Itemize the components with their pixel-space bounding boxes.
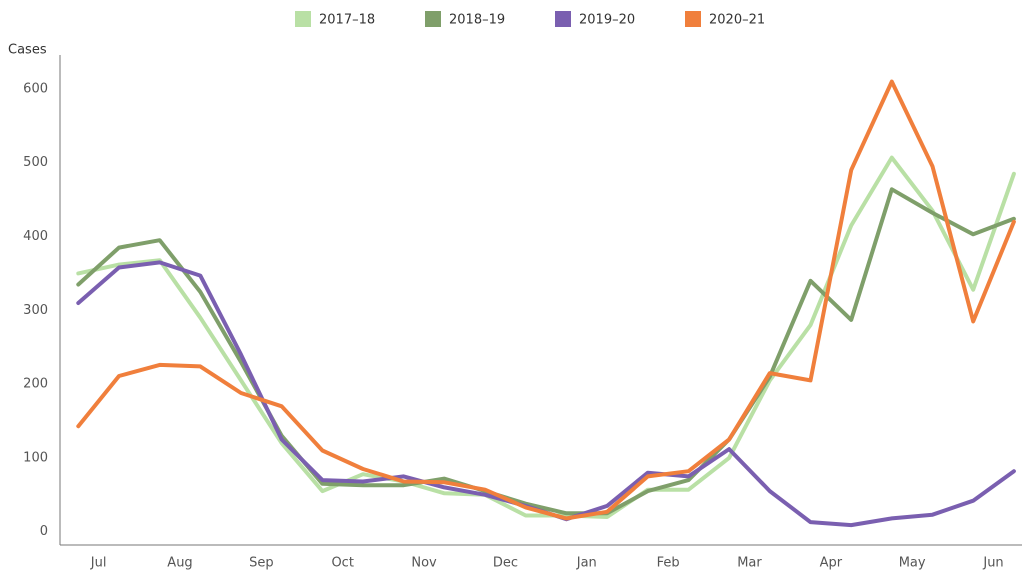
legend-swatch [685,11,701,27]
y-tick-label: 400 [23,229,48,244]
x-tick-label: Apr [820,556,843,571]
legend-swatch [555,11,571,27]
x-tick-label: May [899,556,926,571]
x-tick-label: Feb [657,556,680,571]
x-tick-label: Aug [167,556,192,571]
x-tick-label: Nov [411,556,437,571]
series-line [76,79,1016,521]
y-tick-label: 300 [23,303,48,318]
y-tick-label: 600 [23,81,48,96]
y-tick-label: 100 [23,450,48,465]
series-line [76,260,1016,528]
legend-label: 2019–20 [579,13,635,28]
legend-label: 2020–21 [709,13,765,28]
y-tick-label: 0 [40,524,48,539]
legend-label: 2017–18 [319,13,375,28]
x-tick-label: Jul [90,556,107,571]
x-tick-label: Jan [576,556,597,571]
legend-swatch [425,11,441,27]
x-tick-label: Oct [331,556,353,571]
y-axis-label: Cases [8,43,47,58]
series-line [76,155,1016,519]
x-tick-label: Mar [737,556,762,571]
x-tick-label: Sep [249,556,274,571]
legend-swatch [295,11,311,27]
y-tick-label: 200 [23,377,48,392]
x-tick-label: Dec [493,556,518,571]
series-line [76,187,1016,516]
x-tick-label: Jun [982,556,1003,571]
y-tick-label: 500 [23,155,48,170]
legend-label: 2018–19 [449,13,505,28]
